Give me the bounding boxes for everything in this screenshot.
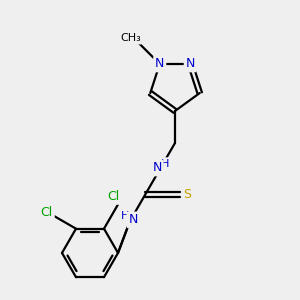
Text: H: H — [121, 211, 129, 221]
Text: N: N — [128, 213, 138, 226]
Text: N: N — [152, 161, 162, 175]
Text: S: S — [183, 188, 191, 202]
Text: CH₃: CH₃ — [120, 33, 141, 43]
Text: N: N — [186, 58, 195, 70]
Text: N: N — [155, 58, 164, 70]
Text: H: H — [161, 159, 169, 169]
Text: Cl: Cl — [40, 206, 53, 219]
Text: Cl: Cl — [107, 190, 119, 203]
